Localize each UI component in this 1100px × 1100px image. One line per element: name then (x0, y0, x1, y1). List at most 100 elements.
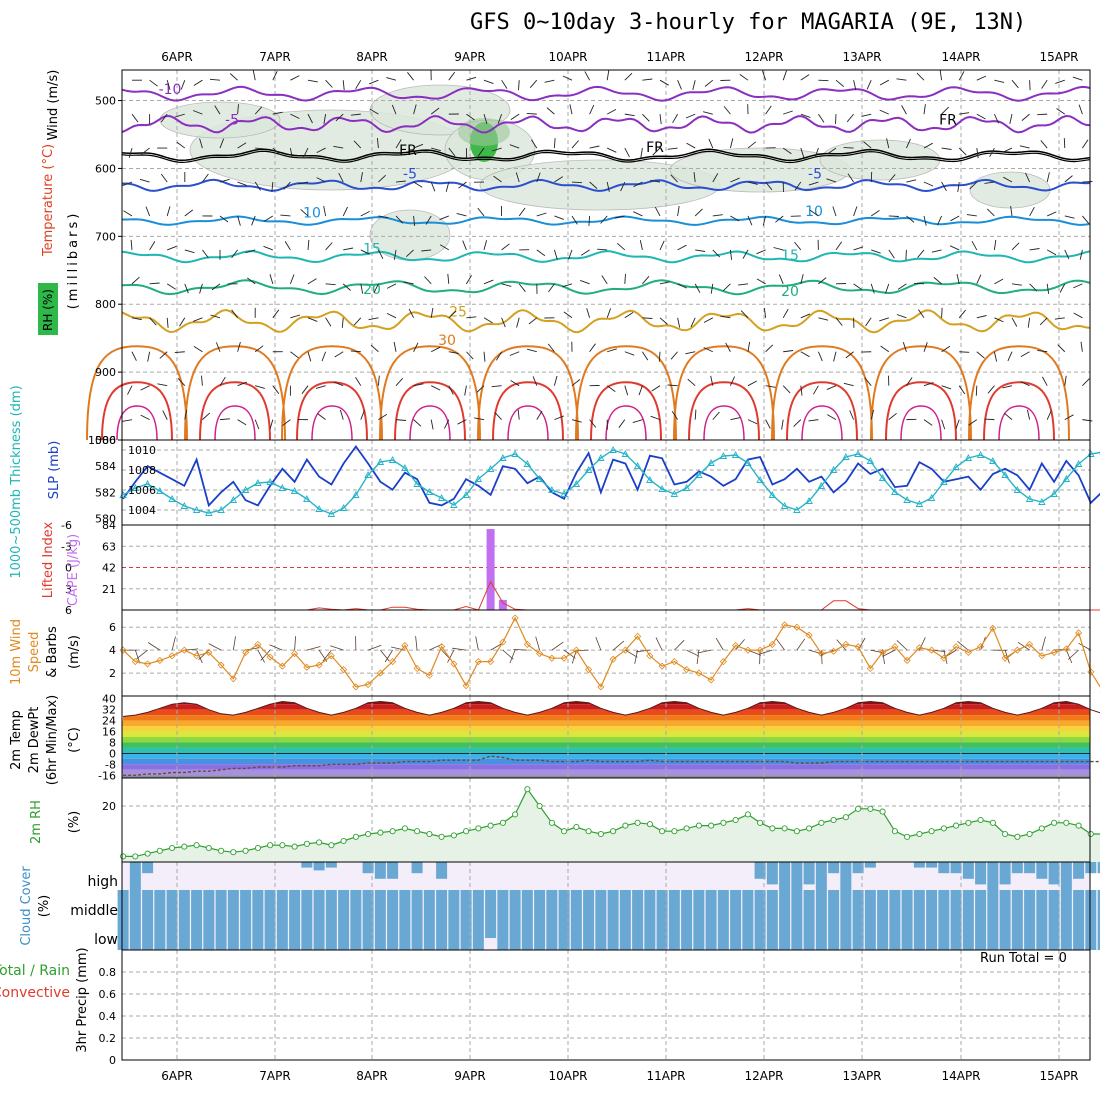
wind-barb (984, 418, 995, 421)
slp-point (241, 486, 250, 493)
wind-barb (617, 242, 626, 251)
rh-point (659, 828, 666, 835)
wind10m-point (462, 682, 470, 690)
cloud-mid-bar (730, 890, 742, 950)
cloud-mid-bar (485, 890, 497, 938)
wind-barb (536, 172, 541, 183)
wind-barb (501, 79, 508, 89)
wind-barb (179, 317, 186, 327)
wind10m-point (854, 643, 862, 651)
wind10m-point (499, 638, 507, 646)
wind-barb (159, 351, 168, 359)
wind10m-point (438, 643, 446, 651)
wind-barb (1082, 419, 1093, 422)
wind10m-point (964, 648, 972, 656)
cloud-high-bar (142, 862, 154, 874)
wind10m-point (131, 658, 139, 666)
wind-barb (141, 147, 150, 155)
temp-ylabel3: (6hr Min/Max) (45, 695, 60, 785)
cloud-mid-bar (178, 890, 190, 950)
wind-barb (1007, 351, 1013, 362)
wind-barb (430, 107, 440, 115)
wind10m-ytick: 2 (109, 667, 116, 680)
wind-barb (1057, 344, 1066, 353)
wind-barb (704, 79, 714, 87)
rh-point (671, 828, 678, 835)
wind-barb (316, 147, 326, 154)
wind-barb (162, 410, 168, 420)
wind-barb (458, 181, 467, 189)
rh-point (965, 819, 972, 826)
wind-barb (333, 145, 344, 149)
wind-barb (864, 377, 872, 386)
cloud-mid-bar (240, 890, 252, 950)
wind-barb (818, 79, 829, 82)
wind10m-point (744, 646, 752, 654)
top-date-label: 10APR (548, 50, 587, 64)
cape-ytick: 42 (102, 562, 116, 575)
wind-barb (672, 113, 678, 124)
wind-barb (123, 210, 133, 217)
li-ytick: -3 (61, 540, 72, 553)
wind10m-point (450, 660, 458, 668)
wind-barb (747, 141, 757, 149)
wind10m-barb (551, 641, 564, 651)
wind-barb (756, 278, 766, 285)
slp-point (891, 488, 899, 495)
rh-point (205, 844, 212, 852)
slp-point (1050, 490, 1058, 497)
slp-point (474, 475, 483, 482)
wind10m-barb (134, 650, 141, 664)
slp-point (413, 480, 421, 487)
cloud-mid-bar (999, 890, 1011, 950)
wind-barb (624, 312, 634, 319)
wind-barb (730, 177, 740, 183)
cloud-mid-bar (154, 890, 166, 950)
rh-point (132, 853, 139, 860)
rh-point (524, 786, 531, 793)
cloud-high-bar (828, 862, 840, 874)
wind-barb (477, 147, 485, 157)
wind-barb (712, 173, 719, 183)
wind-barb (376, 138, 379, 149)
wind-barb (712, 214, 723, 217)
wind-barb (245, 249, 256, 254)
wind10m-point (156, 656, 164, 665)
wind-barb (966, 214, 977, 217)
wind-barb (237, 341, 241, 352)
wind-barb (692, 80, 696, 91)
wind-barb (853, 206, 858, 217)
wind-barb (289, 274, 295, 285)
wind-barb (620, 181, 626, 192)
rh-point (328, 842, 335, 849)
slp-point (866, 457, 875, 464)
wind-barb (325, 317, 332, 327)
wind10m-point (315, 661, 323, 669)
cloud-mid-bar (595, 890, 607, 950)
wind-barb (687, 378, 696, 387)
wind10m-point (793, 623, 801, 631)
wind-barb (685, 351, 696, 355)
wind10m-point (291, 650, 299, 658)
slp-point (976, 451, 985, 458)
contour-40 (801, 405, 843, 441)
wind10m-barb (595, 636, 602, 651)
wind10m-point (254, 640, 262, 648)
slp-point (229, 496, 238, 503)
cloud-mid-bar (215, 890, 227, 950)
wind-barb (369, 108, 379, 115)
wind-barb (269, 274, 274, 284)
wind10m-point (119, 646, 127, 654)
wind-barb (131, 317, 142, 321)
cloud-high-bar (129, 862, 141, 890)
wind-barb (219, 178, 230, 183)
cloud-high-bar (791, 862, 803, 890)
wind-barb (1064, 375, 1067, 386)
wind10m-barb (367, 644, 382, 651)
wind-barb (843, 382, 854, 387)
wind-barb (263, 245, 273, 251)
wind-barb (193, 346, 203, 353)
cloud-high-bar (815, 862, 827, 890)
wind-barb (282, 419, 291, 427)
wind-barb (516, 317, 520, 328)
